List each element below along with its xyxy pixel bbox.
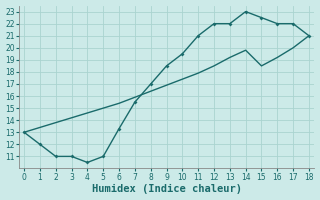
X-axis label: Humidex (Indice chaleur): Humidex (Indice chaleur)	[92, 184, 242, 194]
